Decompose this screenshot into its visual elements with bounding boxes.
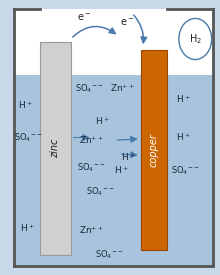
Text: H$^+$: H$^+$ <box>114 164 129 176</box>
Text: Zn$^{++}$: Zn$^{++}$ <box>110 82 135 94</box>
Text: SO$_4$$^{--}$: SO$_4$$^{--}$ <box>171 164 200 177</box>
Text: H$^+$: H$^+$ <box>18 99 33 111</box>
Bar <box>14 75 213 266</box>
Circle shape <box>179 18 212 59</box>
Text: H$^+$: H$^+$ <box>176 93 190 105</box>
Bar <box>40 42 71 255</box>
Text: SO$_4$$^{--}$: SO$_4$$^{--}$ <box>75 82 103 95</box>
Text: e$^-$: e$^-$ <box>77 12 91 23</box>
Text: SO$_4$$^{--}$: SO$_4$$^{--}$ <box>14 131 42 144</box>
Text: zinc: zinc <box>50 139 60 158</box>
Bar <box>141 50 167 250</box>
Text: SO$_4$$^{--}$: SO$_4$$^{--}$ <box>95 249 123 262</box>
Text: H$^+$: H$^+$ <box>95 115 109 127</box>
Text: H$^+$: H$^+$ <box>121 151 136 163</box>
Text: H$_2$: H$_2$ <box>189 32 202 46</box>
Text: Zn$^{++}$: Zn$^{++}$ <box>79 225 104 236</box>
Text: Zn$^{++}$: Zn$^{++}$ <box>79 134 104 146</box>
Text: H$^+$: H$^+$ <box>176 132 190 143</box>
Text: e$^-$: e$^-$ <box>120 17 135 28</box>
Text: copper: copper <box>149 133 159 167</box>
Text: SO$_4$$^{--}$: SO$_4$$^{--}$ <box>86 186 114 199</box>
Text: H$^+$: H$^+$ <box>20 222 35 234</box>
Text: SO$_4$$^{--}$: SO$_4$$^{--}$ <box>77 161 106 174</box>
